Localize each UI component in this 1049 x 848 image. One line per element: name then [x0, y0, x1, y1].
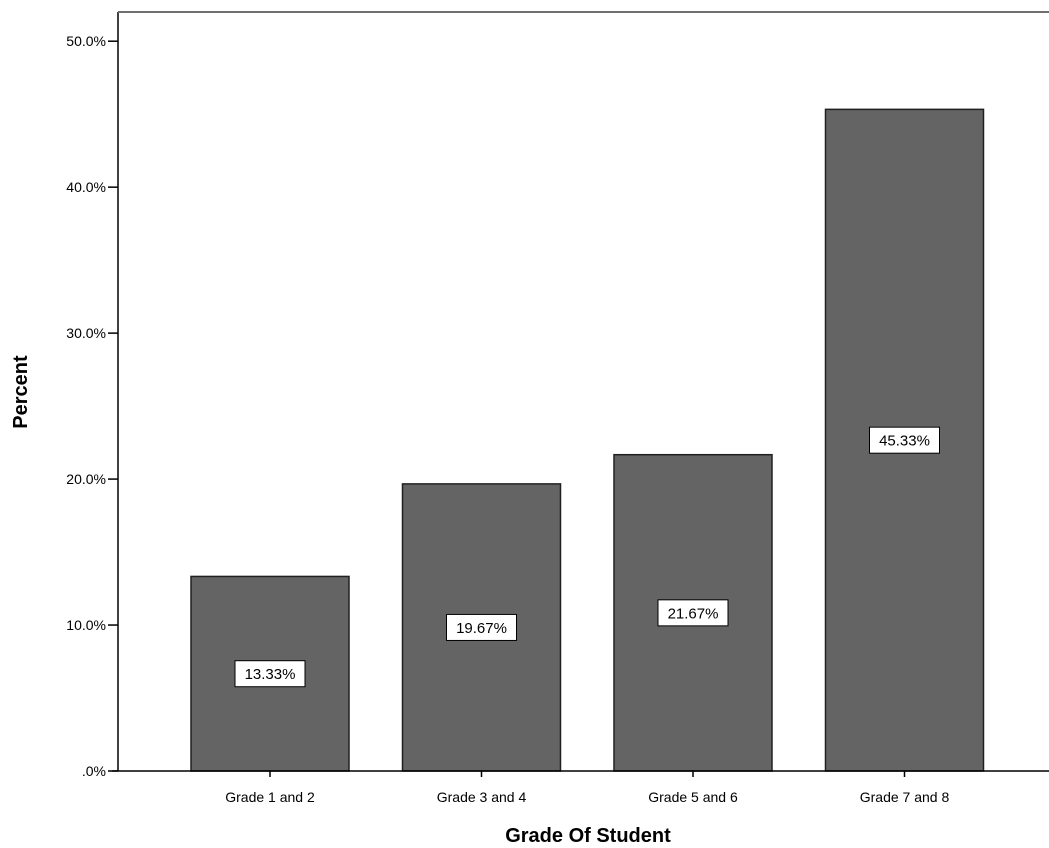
x-tick-label: Grade 1 and 2 [225, 789, 315, 805]
data-label-box [234, 660, 306, 688]
data-label-text: 13.33% [245, 666, 296, 683]
axes-layer: .0% 10.0% 20.0% 30.0% 40.0% 50.0% Grade 1 and … [66, 11, 1049, 805]
data-label-text: 45.33% [879, 433, 930, 450]
x-axis-title: Grade Of Student [505, 825, 671, 847]
x-tick-label: Grade 7 and 8 [860, 789, 950, 805]
data-label: 13.33% [234, 660, 306, 688]
x-tick-label: Grade 3 and 4 [437, 789, 527, 805]
data-labels-layer: 13.33% 19.67% 21.67% 45.33% [234, 426, 940, 688]
y-tick-label: 50.0% [66, 33, 106, 49]
bars-layer [190, 108, 985, 772]
y-tick-label: 40.0% [66, 179, 106, 195]
y-tick-label: 10.0% [66, 617, 106, 633]
data-label-box [869, 426, 940, 454]
y-tick-label: 20.0% [66, 471, 106, 487]
data-label-box [657, 599, 729, 627]
y-tick-label: .0% [82, 763, 106, 779]
data-label: 45.33% [869, 426, 940, 454]
data-label: 19.67% [446, 613, 517, 641]
data-label-box [446, 613, 517, 641]
y-axis-title: Percent [10, 355, 32, 429]
y-tick-label: 30.0% [66, 325, 106, 341]
x-tick-label: Grade 5 and 6 [648, 789, 738, 805]
data-label-text: 21.67% [668, 605, 719, 622]
data-label-text: 19.67% [456, 620, 507, 637]
data-label: 21.67% [657, 599, 729, 627]
